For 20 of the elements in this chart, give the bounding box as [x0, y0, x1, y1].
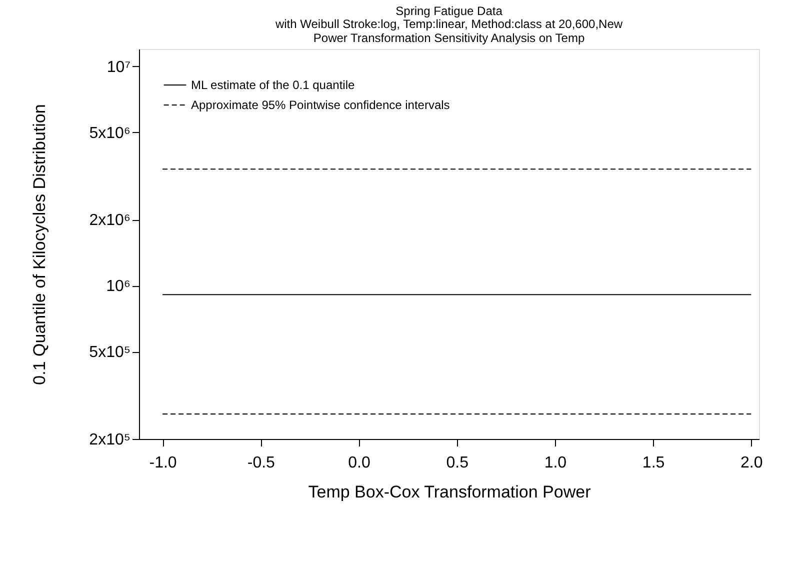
y-tick-label: 2x10⁵ — [89, 432, 130, 448]
x-tick-label: 1.0 — [544, 454, 567, 472]
y-axis-title: 0.1 Quantile of Kilocycles Distribution — [30, 104, 50, 385]
x-tick-label: 0.5 — [446, 454, 469, 472]
x-tick-label: 1.5 — [642, 454, 665, 472]
y-tick-label: 10⁷ — [106, 58, 131, 76]
x-tick-label: 0.0 — [348, 454, 370, 472]
y-tick-label: 5x10⁵ — [89, 344, 130, 362]
y-tick-label: 10⁶ — [106, 278, 130, 296]
y-tick-label: 5x10⁶ — [89, 124, 130, 142]
legend-label: ML estimate of the 0.1 quantile — [191, 78, 355, 92]
x-axis-title: Temp Box-Cox Transformation Power — [308, 482, 592, 502]
x-tick-label: -0.5 — [247, 454, 276, 472]
legend-label: Approximate 95% Pointwise confidence intervals — [191, 98, 450, 112]
x-tick-label: -1.0 — [149, 454, 177, 472]
chart-title: Spring Fatigue Data — [396, 4, 503, 18]
text: with Weibull Stroke:log, Temp:linear, Method:class at 20,600,New — [275, 17, 623, 31]
text: Power Transformation Sensitivity Analysis on Temp — [313, 31, 585, 45]
y-tick-label: 2x10⁶ — [89, 212, 130, 230]
x-tick-label: 2.0 — [740, 454, 763, 472]
